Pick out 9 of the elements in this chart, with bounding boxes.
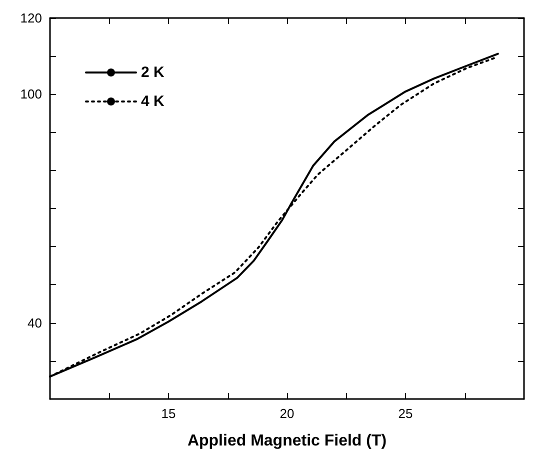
x-tick-label: 25 (398, 406, 413, 421)
y-tick-label: 40 (28, 315, 42, 330)
y-tick-label: 120 (20, 10, 42, 26)
legend-label: 2 K (141, 64, 165, 81)
x-axis-title: Applied Magnetic Field (T) (187, 432, 387, 450)
x-tick-label: 15 (161, 406, 176, 421)
y-tick-label: 100 (20, 86, 42, 102)
legend-label: 4 K (141, 93, 165, 110)
x-tick-label: 20 (280, 406, 294, 421)
